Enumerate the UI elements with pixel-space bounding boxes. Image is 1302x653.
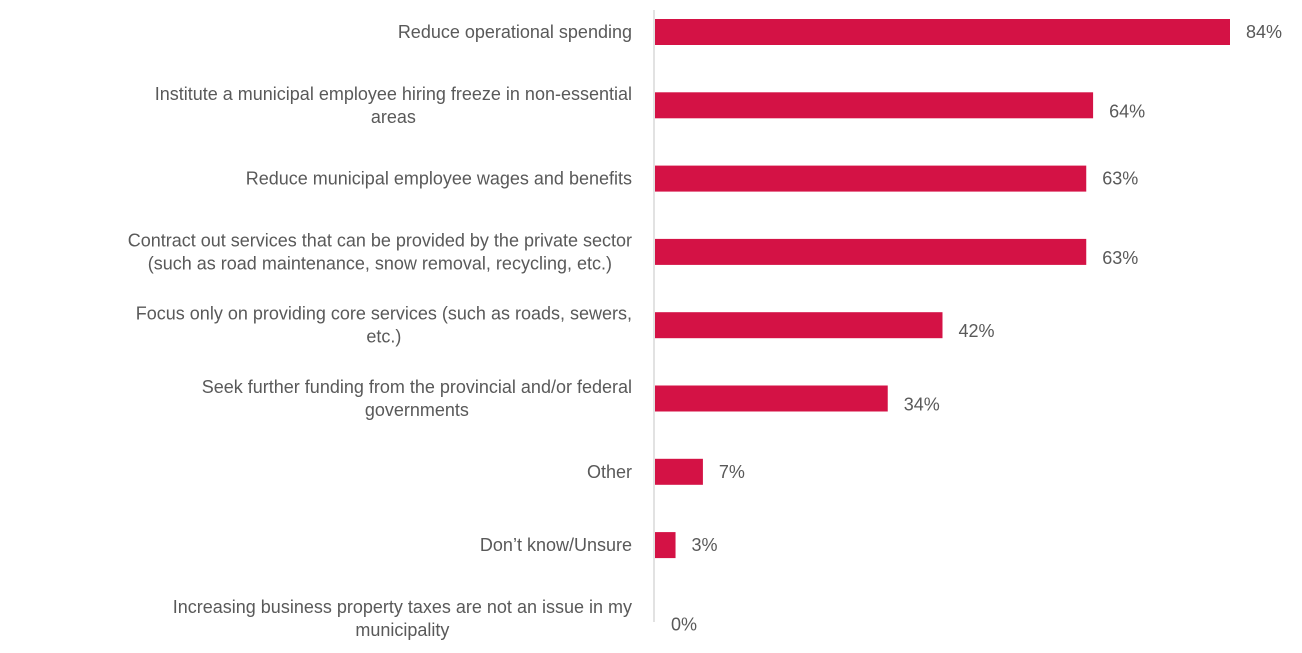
category-label-line: areas (371, 107, 416, 127)
category-label-line: (such as road maintenance, snow removal,… (148, 253, 612, 273)
bar (655, 385, 888, 412)
bar (655, 238, 1087, 265)
category-label-line: Other (587, 462, 632, 482)
value-label: 84% (1246, 22, 1282, 42)
category-label-line: municipality (355, 620, 449, 640)
bar (655, 532, 676, 559)
category-label-line: Reduce municipal employee wages and bene… (246, 169, 632, 189)
category-label: Seek further funding from the provincial… (202, 377, 632, 420)
category-label-line: Institute a municipal employee hiring fr… (155, 84, 632, 104)
category-label: Reduce municipal employee wages and bene… (246, 169, 632, 189)
value-label: 63% (1102, 169, 1138, 189)
category-label: Increasing business property taxes are n… (173, 597, 632, 640)
category-label: Contract out services that can be provid… (128, 230, 632, 273)
value-label: 34% (904, 395, 940, 415)
category-label-line: Focus only on providing core services (s… (136, 304, 632, 324)
bar (655, 92, 1094, 119)
category-label-line: Reduce operational spending (398, 22, 632, 42)
value-label: 42% (959, 321, 995, 341)
category-label: Other (587, 462, 632, 482)
value-labels: 84% 64% 63% 63% 42% 34% 7% 3% 0% (671, 22, 1282, 634)
bar (655, 19, 1230, 45)
bar (655, 165, 1087, 192)
category-label: Institute a municipal employee hiring fr… (155, 84, 632, 127)
value-label: 64% (1109, 101, 1145, 121)
category-label: Focus only on providing core services (s… (136, 304, 632, 347)
category-label-line: Don’t know/Unsure (480, 535, 632, 555)
category-labels: Reduce operational spending Institute a m… (128, 22, 632, 640)
category-label: Reduce operational spending (398, 22, 632, 42)
bar (655, 458, 703, 485)
category-label-line: etc.) (366, 327, 401, 347)
value-label: 7% (719, 462, 745, 482)
category-label-line: Increasing business property taxes are n… (173, 597, 632, 617)
category-label-line: Contract out services that can be provid… (128, 230, 632, 250)
category-label-line: governments (365, 400, 469, 420)
value-label: 63% (1102, 248, 1138, 268)
bar (655, 312, 943, 339)
value-label: 0% (671, 614, 697, 634)
category-label-line: Seek further funding from the provincial… (202, 377, 632, 397)
value-label: 3% (692, 535, 718, 555)
bars-layer (655, 19, 1230, 559)
category-label: Don’t know/Unsure (480, 535, 632, 555)
